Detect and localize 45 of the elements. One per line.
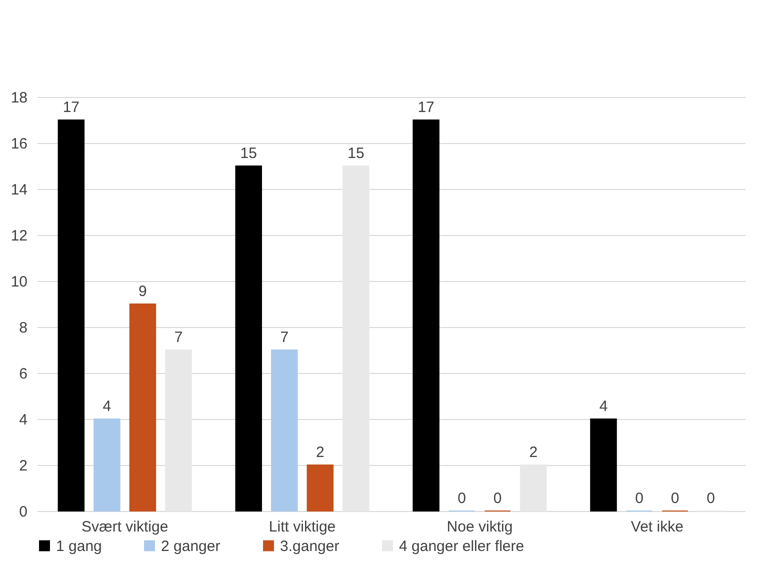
legend-label: 1 gang xyxy=(56,538,102,555)
bar xyxy=(94,418,120,512)
legend-label: 4 ganger eller flere xyxy=(399,538,524,555)
data-label: 17 xyxy=(418,99,434,116)
data-label: 7 xyxy=(174,329,183,346)
data-label: 9 xyxy=(138,283,147,300)
x-tick-label: Noe viktig xyxy=(446,518,513,536)
bar xyxy=(520,464,547,512)
data-label: 17 xyxy=(62,99,80,116)
bar xyxy=(271,350,298,512)
bar xyxy=(58,120,85,512)
y-tick-label: 18 xyxy=(10,90,28,106)
data-label: 2 xyxy=(529,444,538,461)
data-label: 7 xyxy=(280,329,289,346)
x-tick-label: Svært viktige xyxy=(81,518,168,536)
y-tick-label: 10 xyxy=(10,274,28,290)
y-tick-label: 16 xyxy=(10,136,28,152)
data-label: 0 xyxy=(706,490,715,507)
data-label: 2 xyxy=(316,444,324,461)
y-tick-label: 4 xyxy=(19,412,28,428)
legend-label: 3.ganger xyxy=(280,538,340,555)
data-label: 0 xyxy=(458,490,466,507)
bar xyxy=(590,418,617,512)
x-tick-label: Vet ikke xyxy=(630,518,684,536)
bar xyxy=(235,166,262,512)
data-label: 4 xyxy=(599,398,608,415)
data-label: 0 xyxy=(670,490,680,507)
bar xyxy=(342,166,370,512)
y-tick-label: 6 xyxy=(19,366,28,382)
data-label: 0 xyxy=(635,490,644,507)
y-tick-label: 14 xyxy=(10,182,28,198)
bar xyxy=(412,120,440,512)
legend-label: 2 ganger xyxy=(161,538,220,555)
x-tick-label: Litt viktige xyxy=(268,518,336,536)
y-tick-label: 12 xyxy=(10,228,28,244)
bar xyxy=(129,304,156,512)
bar xyxy=(165,350,192,512)
y-tick-label: 8 xyxy=(19,320,28,336)
y-tick-label: 0 xyxy=(19,504,28,520)
data-label: 15 xyxy=(348,145,364,162)
data-label: 4 xyxy=(102,398,112,415)
y-tick-label: 2 xyxy=(19,458,28,474)
data-label: 0 xyxy=(493,490,502,507)
data-label: 15 xyxy=(240,145,257,162)
bar xyxy=(306,464,334,512)
